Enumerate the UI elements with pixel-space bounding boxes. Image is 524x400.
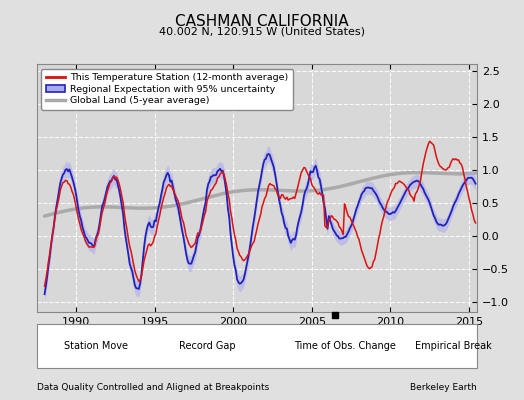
Text: Time of Obs. Change: Time of Obs. Change bbox=[294, 341, 396, 351]
Text: Berkeley Earth: Berkeley Earth bbox=[410, 383, 477, 392]
Text: Data Quality Controlled and Aligned at Breakpoints: Data Quality Controlled and Aligned at B… bbox=[37, 383, 269, 392]
Text: CASHMAN CALIFORNIA: CASHMAN CALIFORNIA bbox=[175, 14, 349, 29]
Text: Record Gap: Record Gap bbox=[179, 341, 236, 351]
Legend: This Temperature Station (12-month average), Regional Expectation with 95% uncer: This Temperature Station (12-month avera… bbox=[41, 69, 293, 110]
Text: 40.002 N, 120.915 W (United States): 40.002 N, 120.915 W (United States) bbox=[159, 26, 365, 36]
Text: Empirical Break: Empirical Break bbox=[415, 341, 492, 351]
Text: Station Move: Station Move bbox=[64, 341, 128, 351]
